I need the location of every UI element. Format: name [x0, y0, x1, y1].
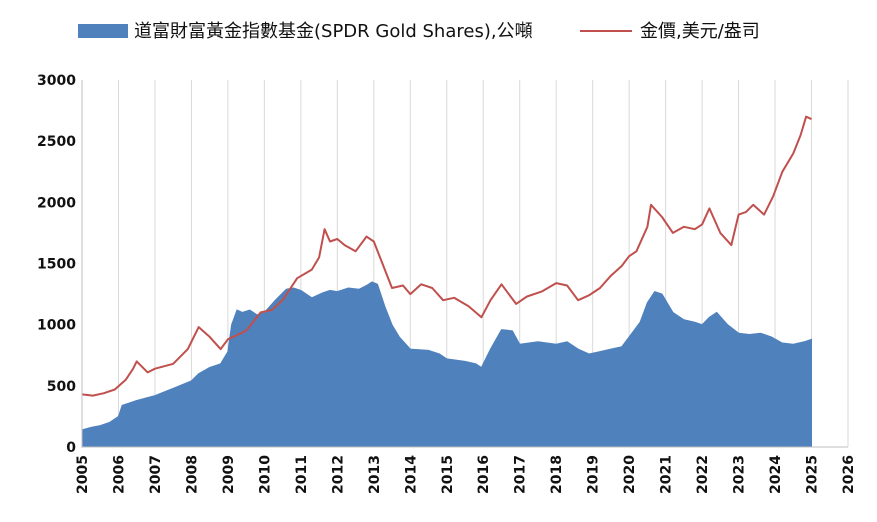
x-tick-label-2019: 2019 — [586, 455, 602, 494]
legend: 道富財富黃金指數基金(SPDR Gold Shares),公噸 金價,美元/盎司 — [78, 21, 760, 42]
series-area-etf-holdings — [81, 281, 812, 448]
legend-label-gold-price: 金價,美元/盎司 — [640, 21, 760, 42]
x-tick-label-2009: 2009 — [221, 455, 237, 494]
x-tick-label-2022: 2022 — [695, 455, 711, 494]
x-tick-label-2024: 2024 — [768, 455, 784, 494]
x-tick-label-2026: 2026 — [841, 455, 857, 494]
y-tick-label-0: 0 — [66, 440, 76, 456]
x-tick-label-2007: 2007 — [148, 455, 164, 494]
y-tick-label-1000: 1000 — [37, 318, 76, 334]
x-tick-label-2018: 2018 — [549, 455, 565, 494]
series-layer — [81, 115, 812, 448]
legend-label-etf-holdings: 道富財富黃金指數基金(SPDR Gold Shares),公噸 — [134, 21, 533, 42]
y-tick-label-2000: 2000 — [37, 195, 76, 211]
legend-swatch-etf-holdings — [78, 24, 128, 38]
x-tick-label-2015: 2015 — [440, 455, 456, 494]
x-tick-label-2005: 2005 — [75, 455, 91, 494]
x-tick-label-2021: 2021 — [659, 455, 675, 494]
x-tick-label-2025: 2025 — [805, 455, 821, 494]
x-tick-label-2010: 2010 — [257, 455, 273, 494]
x-tick-label-2013: 2013 — [367, 455, 383, 494]
axis-layer: 0 500 1000 1500 2000 2500 3000 2005 2006 2007 2008… — [37, 73, 857, 494]
y-tick-label-500: 500 — [47, 379, 76, 395]
x-tick-label-2016: 2016 — [476, 455, 492, 494]
y-tick-label-3000: 3000 — [37, 73, 76, 89]
x-tick-label-2008: 2008 — [184, 455, 200, 494]
y-tick-label-2500: 2500 — [37, 134, 76, 150]
y-tick-label-1500: 1500 — [37, 257, 76, 273]
x-tick-label-2023: 2023 — [732, 455, 748, 494]
x-tick-label-2012: 2012 — [330, 455, 346, 494]
x-tick-label-2006: 2006 — [111, 455, 127, 494]
x-tick-label-2011: 2011 — [294, 455, 310, 494]
x-tick-label-2020: 2020 — [622, 455, 638, 494]
x-tick-label-2017: 2017 — [513, 455, 529, 494]
series-line-gold-price — [81, 115, 812, 397]
x-tick-label-2014: 2014 — [403, 455, 419, 494]
